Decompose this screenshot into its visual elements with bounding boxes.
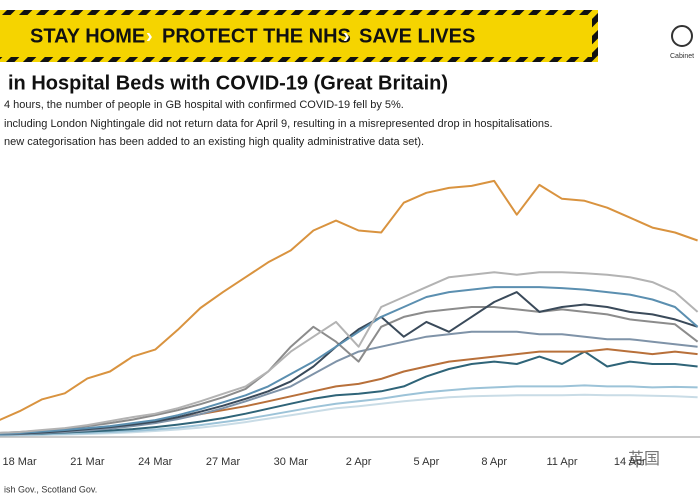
banner-item: PROTECT THE NHS: [162, 25, 351, 47]
series-line: [0, 286, 699, 435]
chart-title: in Hospital Beds with COVID-19 (Great Br…: [8, 72, 448, 94]
x-tick-label: 5 Apr: [414, 456, 440, 468]
banner-chevron: ›: [146, 25, 153, 47]
banner: STAY HOME › PROTECT THE NHS › SAVE LIVES: [0, 10, 598, 62]
x-tick-label: 24 Mar: [138, 456, 173, 468]
note: new categorisation has been added to an …: [4, 136, 424, 148]
series-line: [0, 306, 699, 434]
banner-chevron: ›: [343, 25, 350, 47]
x-tick-label: 18 Mar: [2, 456, 37, 468]
banner-item: STAY HOME: [30, 25, 145, 47]
series-line: [0, 291, 698, 435]
x-tick-label: 8 Apr: [481, 456, 507, 468]
banner-fill: [0, 15, 592, 57]
x-tick-label: 30 Mar: [274, 456, 309, 468]
series-line: [0, 330, 698, 436]
series-line: [0, 350, 698, 436]
watermark: 英国: [628, 450, 660, 468]
logo: Cabinet: [670, 25, 694, 60]
x-tick-label: 14 Apr: [614, 456, 646, 468]
x-tick-label: 11 Apr: [547, 456, 578, 468]
note: 4 hours, the number of people in GB hosp…: [4, 99, 404, 111]
series-line: [0, 384, 698, 436]
source: ish Gov., Scotland Gov.: [4, 484, 97, 494]
series-line: [0, 179, 698, 421]
banner-item: SAVE LIVES: [359, 25, 475, 47]
x-tick-label: 27 Mar: [206, 456, 241, 468]
note: including London Nightingale did not ret…: [4, 118, 553, 130]
series-line: [0, 393, 698, 437]
logo-text: Cabinet: [670, 53, 694, 60]
x-tick-label: 21 Mar: [70, 456, 105, 468]
crest: [671, 25, 693, 47]
series-line: [0, 271, 699, 434]
x-tick-label: 2 Apr: [346, 456, 372, 468]
